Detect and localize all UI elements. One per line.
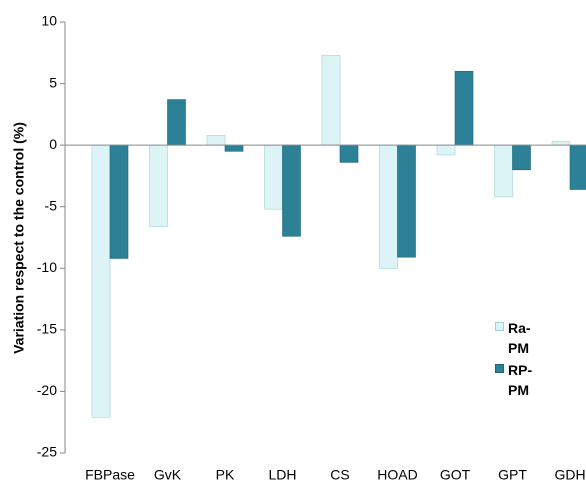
bar — [224, 144, 244, 152]
x-tick-label: PK — [216, 467, 235, 483]
bar — [551, 141, 571, 146]
legend-swatch — [495, 322, 504, 331]
y-tick-label: 10 — [41, 13, 57, 29]
bar — [282, 144, 301, 237]
legend-label: RP-PM — [508, 362, 533, 398]
y-tick-label: -15 — [37, 321, 57, 337]
y-tick-label: -25 — [37, 444, 57, 460]
bar — [397, 144, 416, 258]
bar — [109, 144, 129, 259]
x-tick-label: GDH — [554, 467, 585, 483]
bar — [321, 54, 341, 146]
bar — [454, 70, 474, 146]
bar — [91, 144, 111, 418]
y-tick-label: 0 — [49, 136, 57, 152]
legend-item: Ra-PM — [495, 318, 535, 358]
y-tick-label: -10 — [37, 259, 57, 275]
bar — [206, 134, 226, 146]
x-tick-label: LDH — [268, 467, 296, 483]
bar — [339, 144, 359, 163]
y-tick-label: 5 — [49, 74, 57, 90]
bar — [436, 144, 456, 156]
y-tick-label: -5 — [45, 197, 58, 213]
bar — [512, 144, 531, 171]
bar — [167, 99, 186, 146]
x-tick-label: GOT — [440, 467, 471, 483]
bar — [149, 144, 168, 227]
bar — [264, 144, 283, 210]
y-axis-label: Variation respect to the control (%) — [11, 122, 27, 354]
legend-swatch — [495, 364, 504, 373]
bar — [494, 144, 513, 198]
legend-label: Ra-PM — [508, 320, 531, 356]
y-tick-label: -20 — [37, 382, 57, 398]
bar — [569, 144, 586, 190]
legend-item: RP-PM — [495, 360, 535, 400]
x-tick-label: CS — [330, 467, 349, 483]
bar — [379, 144, 398, 269]
x-tick-label: FBPase — [85, 467, 135, 483]
x-tick-label: GvK — [154, 467, 182, 483]
x-tick-label: HOAD — [377, 467, 417, 483]
x-tick-label: GPT — [498, 467, 527, 483]
